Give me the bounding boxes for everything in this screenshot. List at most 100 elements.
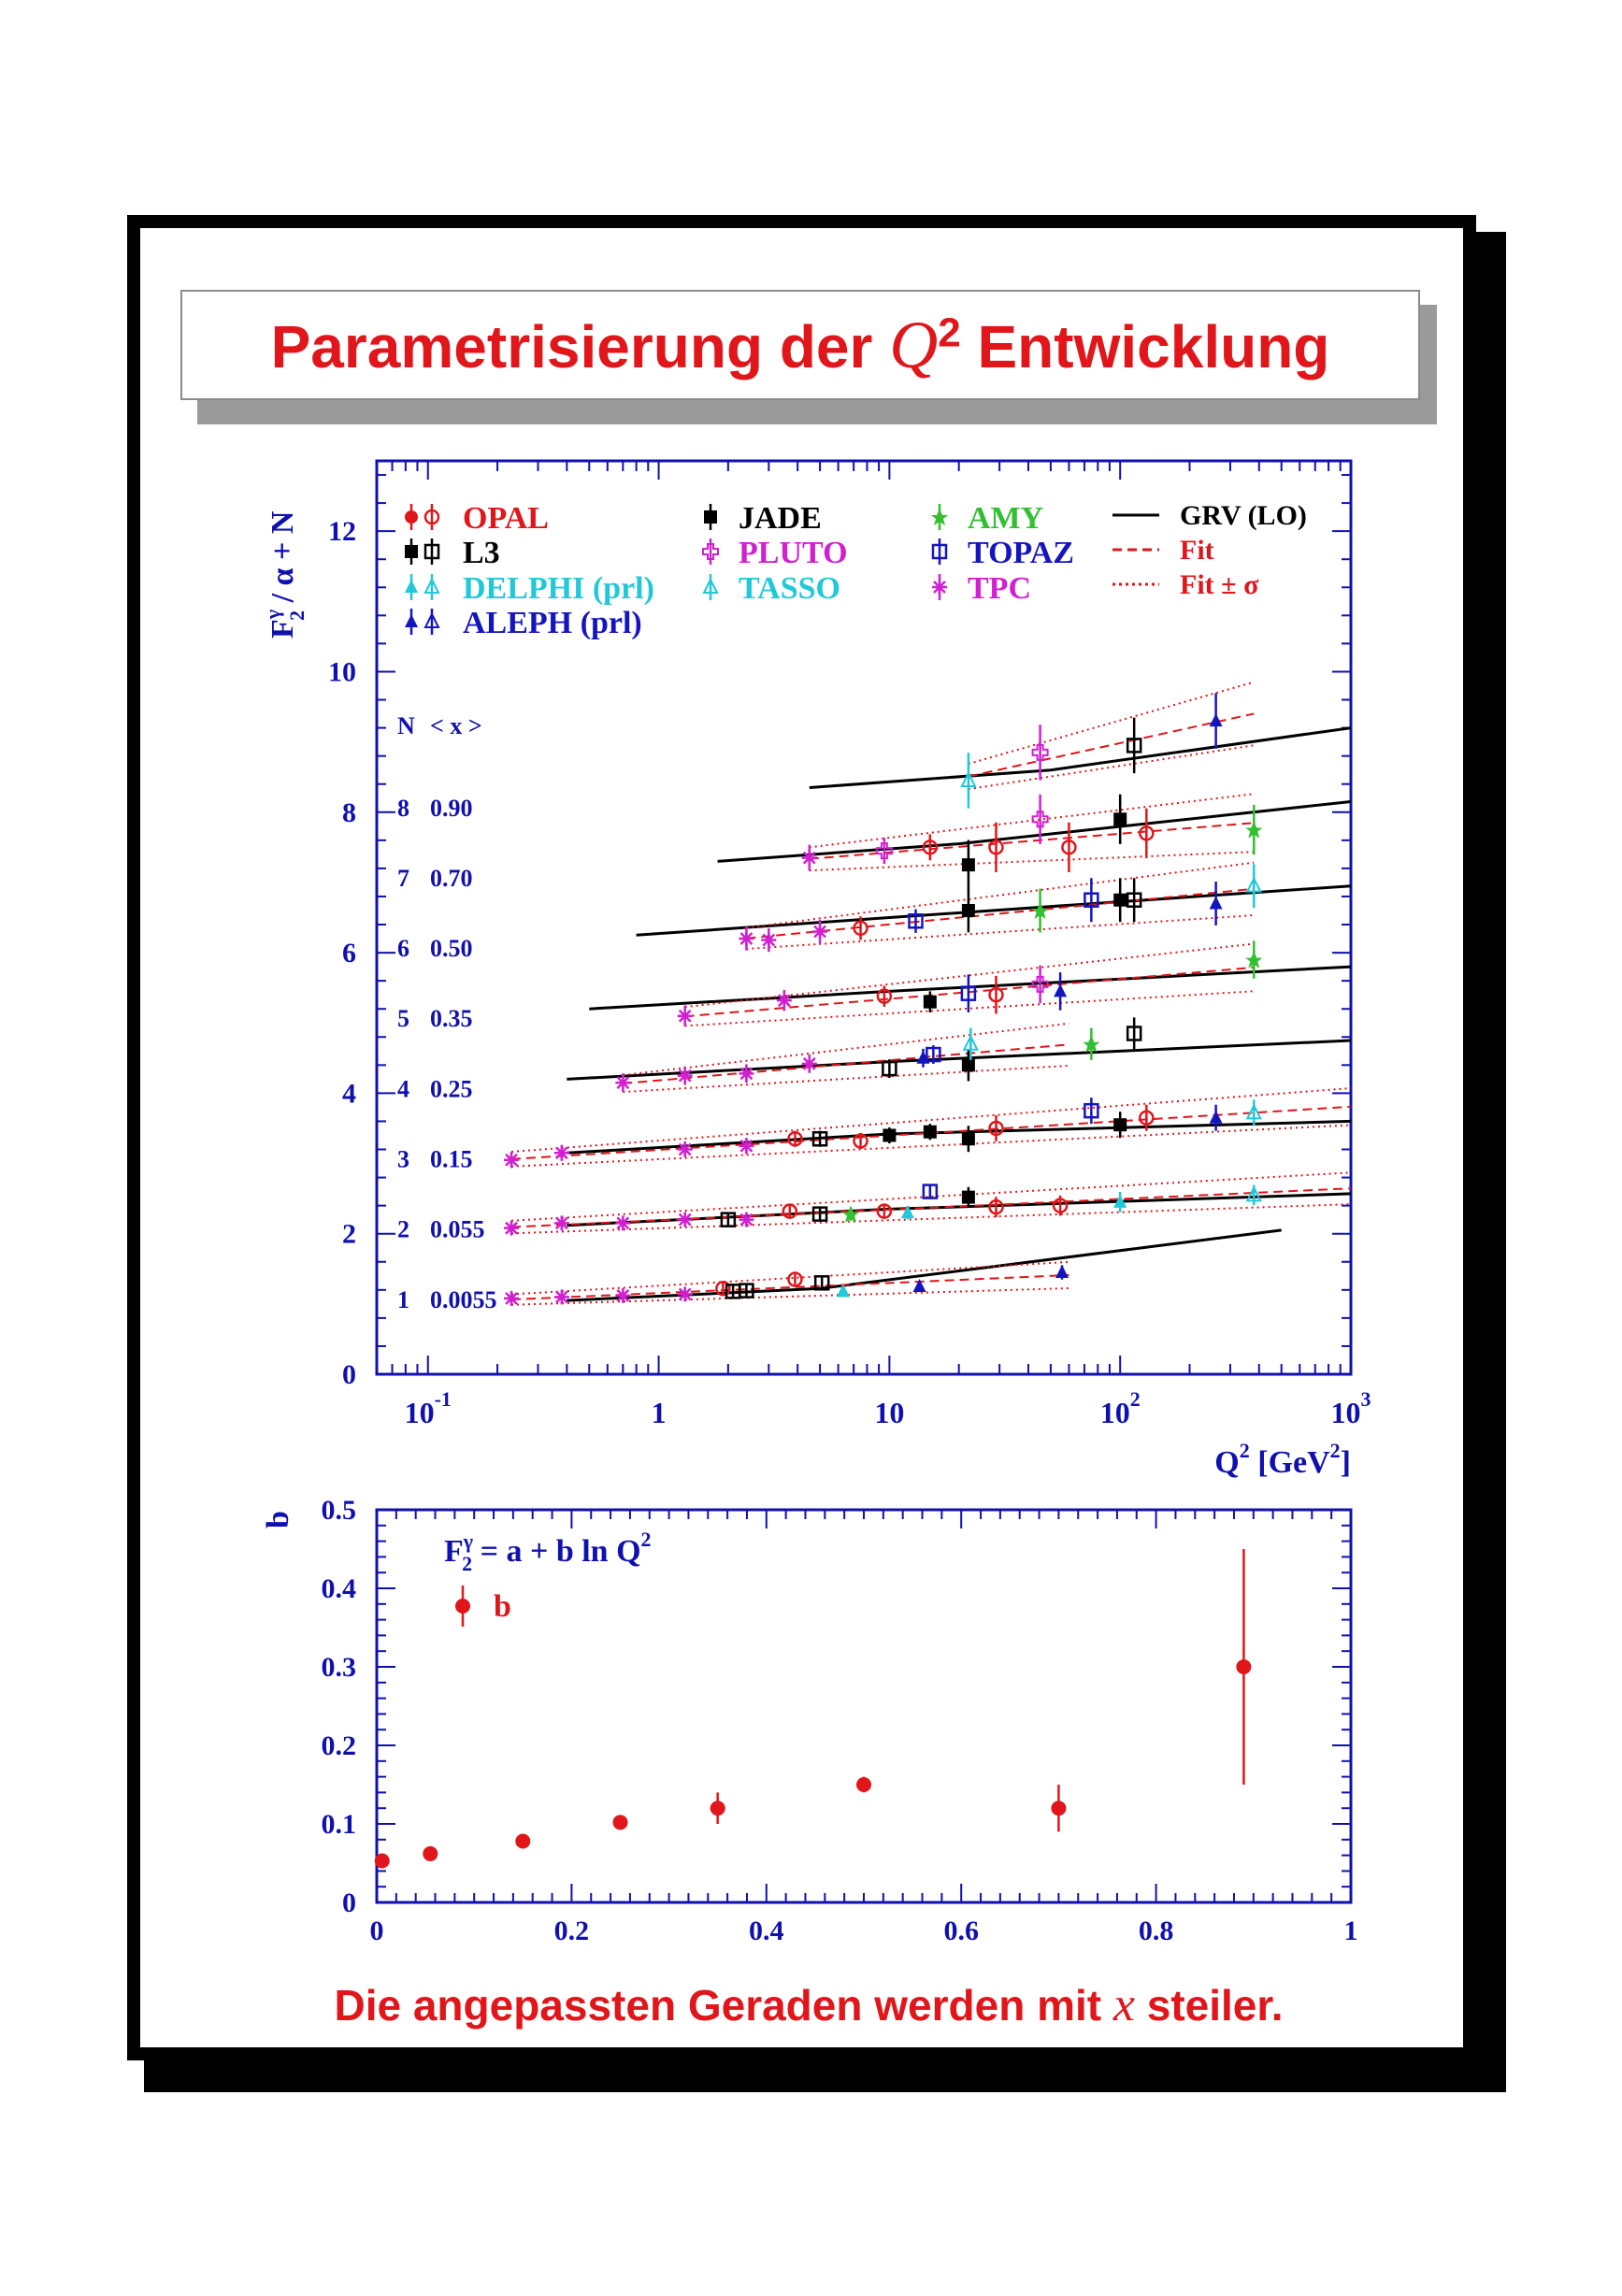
data-point-delphi bbox=[836, 1284, 850, 1298]
data-point-aleph bbox=[1055, 1265, 1069, 1279]
data-point-tpc bbox=[739, 1212, 754, 1227]
data-point-l3 bbox=[882, 1060, 897, 1077]
legend-label: DELPHI (prl) bbox=[463, 571, 654, 606]
data-point-tpc bbox=[553, 1215, 569, 1231]
legend-marker bbox=[702, 543, 719, 560]
data-point-topaz bbox=[908, 913, 924, 929]
data-point-amy bbox=[1083, 1035, 1100, 1053]
fit-line bbox=[510, 1273, 1069, 1301]
data-point-l3 bbox=[811, 1206, 828, 1222]
fit-line bbox=[510, 1187, 1352, 1228]
x-axis-title-end: ] bbox=[1341, 1445, 1351, 1480]
data-point-opal bbox=[876, 988, 893, 1004]
data-point-aleph bbox=[1209, 713, 1223, 727]
bin-label-n: 4 bbox=[397, 1075, 409, 1102]
data-point-tasso bbox=[1245, 1103, 1262, 1120]
footer-symbol: x bbox=[1112, 1978, 1135, 2031]
legend-marker bbox=[932, 580, 947, 595]
legend-label: L3 bbox=[463, 536, 500, 570]
data-point-aleph bbox=[912, 1279, 926, 1293]
legend-marker bbox=[704, 510, 717, 524]
x-tick-exp: 2 bbox=[1130, 1387, 1141, 1411]
b-formula-rest: = a + b ln Q bbox=[472, 1534, 640, 1569]
footer-suffix: steiler. bbox=[1134, 1981, 1284, 2030]
b-data-point bbox=[515, 1833, 531, 1849]
page-title: Parametrisierung der Q2 Entwicklung bbox=[271, 307, 1330, 384]
data-point-tpc bbox=[812, 924, 828, 940]
data-point-tasso bbox=[1245, 876, 1262, 893]
b-y-tick-label: 0.5 bbox=[322, 1495, 357, 1526]
footer-prefix: Die angepassten Geraden werden mit bbox=[334, 1981, 1113, 2030]
legend-marker bbox=[405, 580, 418, 593]
b-data-point bbox=[612, 1815, 628, 1830]
data-point-tpc bbox=[504, 1152, 520, 1168]
bin-header-n: N bbox=[397, 712, 415, 739]
data-point-l3 bbox=[811, 1130, 828, 1147]
y-tick-label: 10 bbox=[328, 656, 356, 687]
data-point-l3 bbox=[1126, 892, 1142, 908]
b-y-tick-label: 0 bbox=[342, 1887, 356, 1918]
data-point-pluto bbox=[1031, 743, 1049, 761]
b-data-point bbox=[1051, 1801, 1067, 1816]
y-axis-title: Fγ2 / α + N bbox=[261, 510, 309, 639]
data-point-tpc bbox=[553, 1145, 569, 1161]
data-point-jade bbox=[961, 903, 975, 917]
fit-band-lower bbox=[809, 851, 1255, 872]
data-point-jade bbox=[1113, 812, 1127, 826]
data-point-tpc bbox=[739, 931, 754, 947]
data-point-pluto bbox=[1031, 811, 1049, 828]
b-x-tick-label: 0.8 bbox=[1139, 1916, 1174, 1946]
data-point-pluto bbox=[875, 842, 893, 860]
grv-curve bbox=[809, 726, 1352, 789]
b-x-tick-label: 0 bbox=[370, 1916, 384, 1946]
bin-label-x: 0.90 bbox=[430, 795, 473, 822]
data-point-l3 bbox=[813, 1275, 830, 1291]
legend-label: OPAL bbox=[463, 501, 549, 536]
data-point-amy bbox=[1245, 951, 1263, 969]
data-point-tpc bbox=[504, 1290, 520, 1306]
data-point-jade bbox=[883, 1128, 897, 1142]
data-point-opal bbox=[1139, 1110, 1155, 1126]
bin-label-x: 0.15 bbox=[430, 1146, 473, 1173]
b-y-tick-label: 0.4 bbox=[322, 1573, 357, 1604]
legend-line-label: Fit ± σ bbox=[1180, 569, 1259, 600]
legend-label: JADE bbox=[739, 501, 822, 536]
legend-label: ALEPH (prl) bbox=[463, 606, 642, 640]
data-point-l3 bbox=[720, 1212, 737, 1227]
footer-caption: Die angepassten Geraden werden mit x ste… bbox=[140, 1977, 1477, 2032]
data-point-tasso bbox=[962, 1034, 979, 1051]
bin-label-n: 1 bbox=[397, 1286, 409, 1313]
x-tick-exp: -1 bbox=[435, 1387, 452, 1411]
data-point-topaz bbox=[926, 1046, 941, 1063]
data-point-tpc bbox=[677, 1141, 693, 1157]
legend-marker bbox=[423, 543, 440, 560]
data-point-tpc bbox=[677, 1008, 693, 1024]
y-tick-label: 8 bbox=[342, 797, 356, 828]
bin-label-x: 0.25 bbox=[430, 1075, 473, 1102]
data-point-topaz bbox=[960, 985, 977, 1001]
b-y-tick-label: 0.3 bbox=[322, 1652, 357, 1683]
fit-band-upper bbox=[968, 681, 1255, 766]
data-point-aleph bbox=[1209, 1110, 1223, 1124]
data-point-amy bbox=[842, 1205, 860, 1223]
x-tick-base: 1 bbox=[652, 1396, 667, 1429]
legend-marker bbox=[423, 577, 440, 594]
x-axis-title-rest: [GeV bbox=[1250, 1445, 1330, 1480]
data-point-tpc bbox=[776, 993, 792, 1009]
legend-label: TOPAZ bbox=[968, 536, 1074, 570]
bin-label-x: 0.0055 bbox=[430, 1286, 497, 1313]
b-x-tick-label: 1 bbox=[1344, 1916, 1358, 1946]
legend-line-label: GRV (LO) bbox=[1180, 500, 1307, 531]
title-exponent: 2 bbox=[938, 309, 961, 356]
bin-label-n: 7 bbox=[397, 865, 409, 892]
bin-label-n: 2 bbox=[397, 1216, 409, 1243]
data-point-opal bbox=[988, 1198, 1004, 1215]
data-point-tpc bbox=[677, 1286, 693, 1302]
b-data-point bbox=[710, 1801, 725, 1816]
b-formula-sup2: 2 bbox=[641, 1528, 652, 1551]
data-point-tpc bbox=[553, 1289, 569, 1305]
data-point-tpc bbox=[761, 932, 777, 948]
data-point-opal bbox=[853, 920, 868, 937]
